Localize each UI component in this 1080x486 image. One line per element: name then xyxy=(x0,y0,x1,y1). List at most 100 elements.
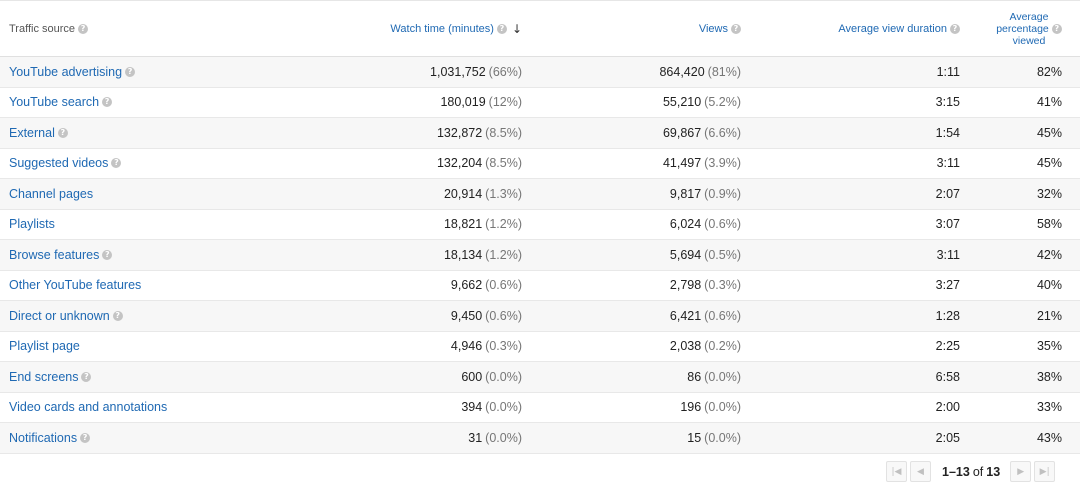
watch-time-value: 132,204 xyxy=(436,156,483,171)
views-percent: (81%) xyxy=(707,64,741,79)
average-view-duration-cell: 6:58 xyxy=(760,362,960,392)
first-page-icon[interactable]: |◀ xyxy=(886,461,907,482)
average-percentage-viewed-cell: 41% xyxy=(980,88,1062,118)
watch-time-value: 9,662 xyxy=(450,278,483,293)
traffic-source-link[interactable]: YouTube advertising xyxy=(9,64,123,79)
watch-time-value: 18,134 xyxy=(443,247,483,262)
average-view-duration-cell: 1:28 xyxy=(760,301,960,331)
watch-time-percent: (1.2%) xyxy=(485,247,522,262)
views-cell: 15 (0.0%) xyxy=(540,423,741,453)
watch-time-cell: 18,134 (1.2%) xyxy=(340,240,522,270)
views-percent: (0.5%) xyxy=(704,247,741,262)
average-percentage-viewed-cell: 35% xyxy=(980,332,1062,362)
traffic-source-link[interactable]: Playlists xyxy=(9,217,55,232)
average-percentage-viewed-cell: 43% xyxy=(980,423,1062,453)
average-percentage-viewed-cell: 21% xyxy=(980,301,1062,331)
help-icon[interactable]: ? xyxy=(57,127,68,138)
traffic-source-link[interactable]: Browse features xyxy=(9,247,100,262)
average-view-duration-value: 1:11 xyxy=(936,64,960,79)
help-icon[interactable]: ? xyxy=(78,23,89,34)
previous-page-icon[interactable]: ◀ xyxy=(910,461,931,482)
traffic-source-link[interactable]: Direct or unknown xyxy=(9,308,110,323)
average-percentage-viewed-cell: 38% xyxy=(980,362,1062,392)
traffic-source-cell: Suggested videos? xyxy=(9,149,339,179)
sort-down-arrow-icon[interactable]: ↓ xyxy=(511,21,522,36)
average-percentage-viewed-value: 42% xyxy=(1036,247,1062,262)
traffic-source-link[interactable]: Other YouTube features xyxy=(9,278,142,293)
traffic-source-cell: End screens? xyxy=(9,362,339,392)
average-percentage-viewed-value: 45% xyxy=(1036,125,1062,140)
table-row: Other YouTube features 9,662 (0.6%) 2,798 (0… xyxy=(0,271,1080,301)
watch-time-percent: (0.6%) xyxy=(485,308,522,323)
traffic-source-link[interactable]: YouTube search xyxy=(9,95,100,110)
watch-time-percent: (8.5%) xyxy=(485,125,522,140)
traffic-source-link[interactable]: External xyxy=(9,125,55,140)
views-value: 6,421 xyxy=(669,308,702,323)
help-icon[interactable]: ? xyxy=(125,66,136,77)
watch-time-value: 31 xyxy=(468,430,483,445)
watch-time-cell: 20,914 (1.3%) xyxy=(340,179,522,209)
help-icon[interactable]: ? xyxy=(80,432,91,443)
average-view-duration-cell: 1:11 xyxy=(760,57,960,87)
header-line-text: percentage xyxy=(996,22,1049,35)
help-icon[interactable]: ? xyxy=(81,371,92,382)
views-percent: (6.6%) xyxy=(704,125,741,140)
traffic-source-link[interactable]: Playlist page xyxy=(9,339,80,354)
traffic-source-link[interactable]: Channel pages xyxy=(9,186,94,201)
traffic-source-cell: External? xyxy=(9,118,339,148)
header-average-view-duration-label: Average view duration xyxy=(838,22,947,35)
traffic-source-link[interactable]: Notifications xyxy=(9,430,78,445)
average-percentage-viewed-cell: 32% xyxy=(980,179,1062,209)
header-average-view-duration[interactable]: Average view duration ? xyxy=(760,1,960,56)
watch-time-value: 1,031,752 xyxy=(430,64,486,79)
last-page-icon[interactable]: ▶| xyxy=(1034,461,1056,482)
header-watch-time[interactable]: Watch time (minutes) ? ↓ xyxy=(340,1,522,56)
watch-time-cell: 132,872 (8.5%) xyxy=(340,118,522,148)
average-percentage-viewed-cell: 45% xyxy=(980,149,1062,179)
views-value: 5,694 xyxy=(669,247,702,262)
average-view-duration-value: 1:54 xyxy=(935,125,960,140)
help-icon[interactable]: ? xyxy=(102,249,113,260)
help-icon[interactable]: ? xyxy=(102,97,113,108)
header-average-percentage-viewed[interactable]: Average percentage? viewed xyxy=(984,1,1074,56)
header-line: percentage? xyxy=(996,23,1062,35)
views-cell: 2,798 (0.3%) xyxy=(540,271,741,301)
average-percentage-viewed-value: 40% xyxy=(1036,278,1062,293)
average-view-duration-value: 2:07 xyxy=(935,186,960,201)
watch-time-cell: 31 (0.0%) xyxy=(340,423,522,453)
average-percentage-viewed-value: 38% xyxy=(1036,369,1062,384)
watch-time-percent: (1.2%) xyxy=(485,217,522,232)
average-view-duration-value: 3:11 xyxy=(936,247,960,262)
help-icon[interactable]: ? xyxy=(496,23,507,34)
traffic-source-cell: Notifications? xyxy=(9,423,339,453)
average-view-duration-cell: 2:07 xyxy=(760,179,960,209)
header-views[interactable]: Views ? xyxy=(540,1,741,56)
table-row: Channel pages 20,914 (1.3%) 9,817 (0.9%) 2:07… xyxy=(0,179,1080,210)
page-range-value: 1–13 xyxy=(942,464,970,479)
help-icon[interactable]: ? xyxy=(950,23,960,34)
views-cell: 86 (0.0%) xyxy=(540,362,741,392)
traffic-source-cell: Browse features? xyxy=(9,240,339,270)
table-body: YouTube advertising? 1,031,752 (66%) 864,42… xyxy=(0,57,1080,454)
watch-time-percent: (0.0%) xyxy=(485,400,522,415)
watch-time-cell: 9,450 (0.6%) xyxy=(340,301,522,331)
traffic-source-link[interactable]: Suggested videos xyxy=(9,156,109,171)
help-icon[interactable]: ? xyxy=(731,23,741,34)
table-row: YouTube advertising? 1,031,752 (66%) 864,42… xyxy=(0,57,1080,88)
header-traffic-source[interactable]: Traffic source ? xyxy=(9,1,339,56)
help-icon[interactable]: ? xyxy=(112,310,123,321)
average-view-duration-cell: 2:25 xyxy=(760,332,960,362)
help-icon[interactable]: ? xyxy=(111,158,122,169)
watch-time-percent: (0.6%) xyxy=(485,278,522,293)
traffic-source-table: Traffic source ? Watch time (minutes) ? … xyxy=(0,0,1080,454)
header-watch-time-label: Watch time (minutes) xyxy=(390,22,494,35)
traffic-source-link[interactable]: Video cards and annotations xyxy=(9,400,168,415)
traffic-source-cell: Channel pages xyxy=(9,179,339,209)
page-total: 13 xyxy=(986,464,1001,479)
help-icon[interactable]: ? xyxy=(1051,23,1062,34)
watch-time-value: 9,450 xyxy=(450,308,483,323)
average-view-duration-value: 3:27 xyxy=(935,278,960,293)
next-page-icon[interactable]: ▶ xyxy=(1010,461,1032,482)
traffic-source-cell: YouTube advertising? xyxy=(9,57,339,87)
traffic-source-link[interactable]: End screens xyxy=(9,369,79,384)
